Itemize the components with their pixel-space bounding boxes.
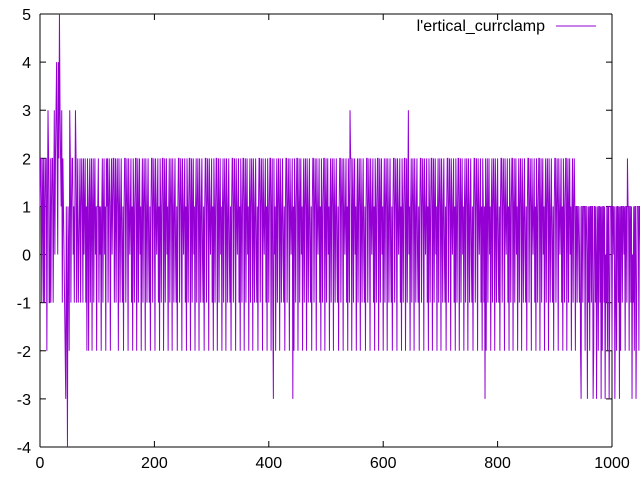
y-tick-label: 3 — [22, 103, 31, 120]
y-tick-label: 0 — [22, 248, 31, 265]
y-tick-label: 5 — [22, 7, 31, 24]
x-tick-label: 1000 — [594, 455, 630, 472]
y-tick-label: 4 — [22, 55, 31, 72]
legend: l'ertical_currclamp — [417, 18, 596, 35]
y-tick-label: -3 — [17, 392, 31, 409]
x-tick-label: 200 — [141, 455, 168, 472]
x-tick-label: 400 — [255, 455, 282, 472]
x-tick-label: 600 — [370, 455, 397, 472]
y-tick-label: -4 — [17, 440, 31, 457]
y-tick-label: 1 — [22, 199, 31, 216]
y-tick-label: -1 — [17, 296, 31, 313]
y-axis: -4 -3 -2 -1 0 1 2 3 4 5 — [17, 7, 612, 457]
legend-label: l'ertical_currclamp — [417, 18, 546, 35]
x-tick-label: 800 — [484, 455, 511, 472]
x-tick-label: 0 — [36, 455, 45, 472]
plot-frame — [39, 13, 613, 448]
y-tick-label: -2 — [17, 344, 31, 361]
series-layer — [39, 13, 640, 448]
x-axis: 0 200 400 600 800 1000 — [36, 14, 630, 472]
y-tick-label: 2 — [22, 151, 31, 168]
series-line-0 — [39, 13, 640, 448]
